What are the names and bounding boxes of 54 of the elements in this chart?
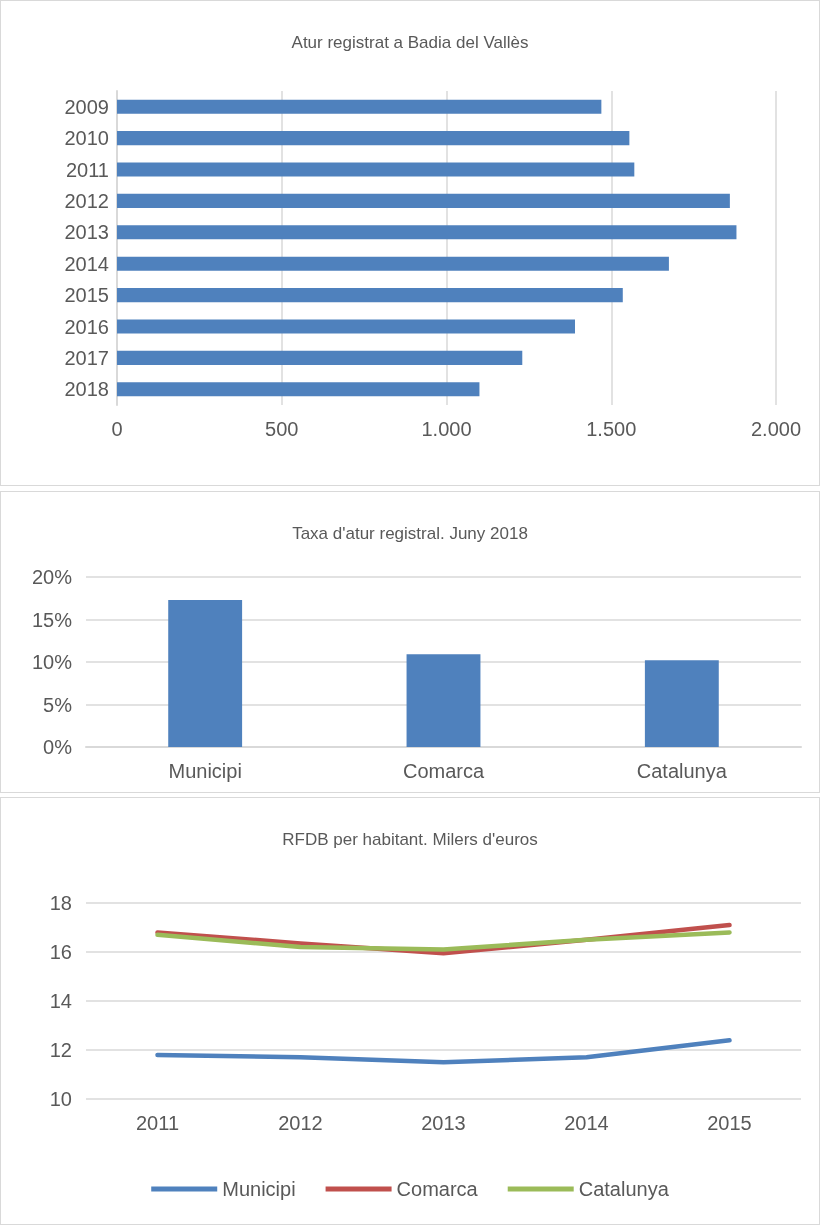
x-tick-label: 1.000 [421,418,472,440]
y-tick-label: 2009 [64,95,109,118]
bar [644,660,719,747]
x-tick-label: 2013 [421,1112,466,1134]
y-tick-label: 2018 [64,378,109,401]
bar [168,599,243,747]
x-tick-label: 2012 [278,1112,323,1134]
x-tick-label: 2015 [707,1112,752,1134]
x-tick-label: 2011 [135,1112,180,1134]
bar [117,319,576,334]
legend-label: Municipi [222,1178,296,1200]
y-tick-label: 14 [49,990,72,1012]
chart-title: Taxa d'atur registral. Juny 2018 [292,524,528,543]
y-tick-label: 2010 [64,127,109,150]
bar [117,382,480,397]
y-tick-label: 15% [31,608,73,631]
bar [406,654,481,747]
y-tick-label: 2013 [64,221,109,244]
y-tick-label: 18 [49,892,72,914]
legend-label: Catalunya [578,1178,670,1200]
x-tick-label: 1.500 [586,418,637,440]
bar [117,99,602,114]
y-tick-label: 20% [31,566,73,588]
x-tick-label: Catalunya [636,760,728,782]
y-tick-label: 16 [49,941,72,963]
x-tick-label: 2.000 [750,418,802,440]
y-tick-label: 2015 [64,284,109,307]
bar [117,350,523,365]
y-tick-label: 2012 [64,189,109,212]
legend-label: Comarca [396,1178,479,1200]
y-tick-label: 0% [43,736,73,758]
bar [117,288,623,303]
x-tick-label: Comarca [402,760,485,782]
bar [117,225,737,240]
line-series [155,930,732,952]
y-tick-label: 2016 [64,315,109,338]
chart-title: RFDB per habitant. Milers d'euros [282,830,538,849]
x-tick-label: 500 [265,418,299,440]
y-tick-label: 12 [49,1039,72,1061]
y-tick-label: 2017 [64,346,109,369]
y-tick-label: 2014 [64,252,109,275]
bar [117,131,630,146]
line-series [155,1037,732,1065]
x-tick-label: Municipi [168,760,242,782]
chart-title: Atur registrat a Badia del Vallès [291,33,529,52]
x-tick-label: 2014 [564,1112,609,1134]
bar [117,162,635,177]
bar [117,256,669,271]
bar [117,193,730,208]
y-tick-label: 10 [49,1088,72,1110]
y-tick-label: 5% [43,693,73,716]
x-tick-label: 0 [111,418,123,440]
y-tick-label: 10% [31,651,73,673]
y-tick-label: 2011 [65,158,109,181]
